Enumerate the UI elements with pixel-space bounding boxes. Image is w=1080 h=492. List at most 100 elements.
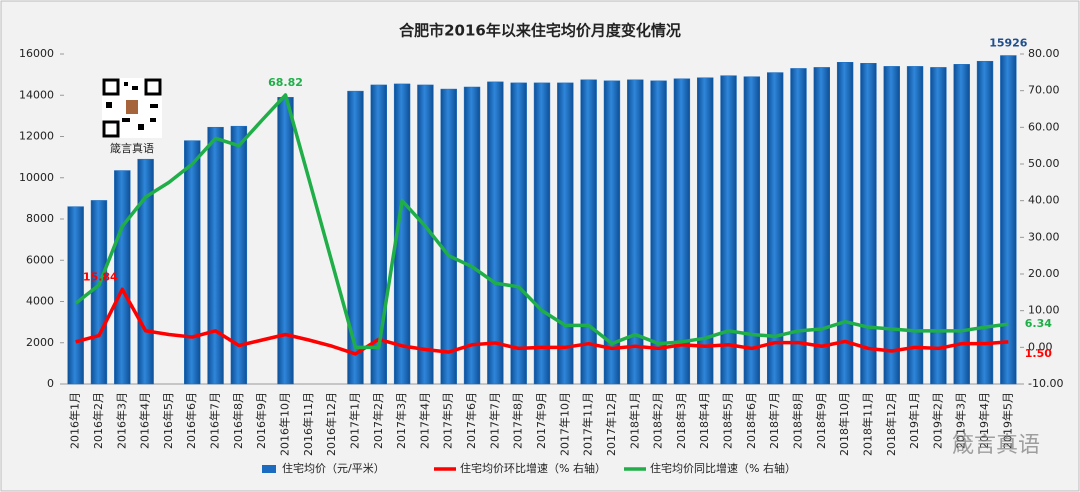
y-tick-label: 6000: [26, 253, 54, 266]
y2-tick-label: 80.00: [1028, 47, 1060, 60]
y-tick-label: 14000: [19, 88, 54, 101]
bar: [207, 126, 224, 385]
bar: [603, 80, 621, 385]
bar: [487, 81, 504, 385]
bar: [766, 72, 784, 385]
x-tick-label: 2016年8月: [231, 392, 245, 449]
x-tick-label: 2016年5月: [161, 392, 175, 449]
line: [75, 287, 1009, 356]
x-tick-label: 2016年9月: [254, 392, 268, 449]
data-label: 68.82: [268, 76, 303, 89]
bar: [627, 79, 644, 385]
x-tick-label: 2016年3月: [114, 392, 128, 449]
x-tick-label: 2017年2月: [371, 392, 385, 449]
bar: [813, 67, 830, 385]
bar: [930, 67, 947, 385]
x-tick-label: 2016年12月: [324, 392, 338, 456]
bar: [90, 200, 108, 385]
y-tick-label: 2000: [26, 336, 54, 349]
x-tick-label: 2016年2月: [91, 392, 105, 449]
x-tick-label: 2018年12月: [884, 392, 898, 456]
line: [74, 93, 1009, 350]
x-tick-label: 2016年10月: [278, 392, 292, 456]
x-tick-label: 2016年6月: [184, 392, 198, 449]
y-tick-label: 16000: [19, 47, 54, 60]
x-tick-label: 2018年10月: [837, 392, 851, 456]
bar: [137, 158, 154, 385]
x-tick-label: 2016年7月: [208, 392, 222, 449]
bar: [953, 64, 970, 385]
x-tick-label: 2017年1月: [347, 392, 361, 449]
x-tick-label: 2018年1月: [627, 392, 641, 449]
y2-tick-label: 70.00: [1028, 84, 1060, 97]
x-tick-label: 2016年4月: [138, 392, 152, 449]
x-tick-label: 2018年7月: [767, 392, 781, 449]
chart-title: 合肥市2016年以来住宅均价月度变化情况: [398, 22, 681, 40]
bar: [1000, 55, 1017, 385]
legend-label: 住宅均价（元/平米）: [282, 461, 385, 475]
bar: [277, 97, 294, 385]
bar: [393, 83, 411, 385]
bar: [720, 75, 737, 385]
legend-swatch: [262, 465, 276, 473]
x-tick-label: 2019年4月: [977, 392, 991, 449]
x-tick-label: 2017年5月: [441, 392, 455, 449]
bar: [533, 82, 551, 385]
x-tick-label: 2018年3月: [674, 392, 688, 449]
x-tick-label: 2017年4月: [417, 392, 431, 449]
bar: [580, 79, 597, 385]
y2-tick-label: 30.00: [1028, 230, 1060, 243]
bar: [370, 84, 387, 385]
bar: [184, 140, 201, 385]
bar: [790, 68, 807, 385]
x-tick-label: 2019年5月: [1000, 392, 1014, 449]
bar: [906, 66, 924, 385]
y-tick-label: 10000: [19, 171, 54, 184]
bar: [976, 60, 994, 385]
y-tick-label: 4000: [26, 295, 54, 308]
y2-tick-label: 20.00: [1028, 267, 1060, 280]
x-tick-label: 2018年6月: [744, 392, 758, 449]
data-label: 1.50: [1025, 347, 1052, 360]
y-tick-label: 8000: [26, 212, 54, 225]
y2-tick-label: 10.00: [1028, 304, 1060, 317]
bar: [463, 86, 481, 385]
x-tick-label: 2018年8月: [790, 392, 804, 449]
x-tick-label: 2019年2月: [930, 392, 944, 449]
y2-tick-label: 40.00: [1028, 194, 1060, 207]
x-tick-label: 2017年7月: [487, 392, 501, 449]
data-label: 6.34: [1025, 317, 1052, 330]
bar: [860, 63, 877, 385]
x-tick-label: 2018年2月: [651, 392, 665, 449]
bar: [67, 206, 84, 385]
bar: [557, 82, 574, 385]
x-tick-label: 2017年12月: [604, 392, 618, 456]
bar: [673, 78, 691, 385]
qr-code: [102, 78, 162, 138]
y2-tick-label: 0.00: [1028, 340, 1053, 353]
bar: [743, 76, 761, 385]
x-tick-label: 2017年3月: [394, 392, 408, 449]
watermark: 箴言真语: [952, 433, 1040, 458]
x-tick-label: 2017年6月: [464, 392, 478, 449]
bar: [883, 66, 900, 385]
y2-tick-label: 50.00: [1028, 157, 1060, 170]
bar: [510, 82, 527, 385]
x-tick-label: 2019年3月: [954, 392, 968, 449]
y2-tick-label: -10.00: [1028, 377, 1063, 390]
x-tick-label: 2018年11月: [860, 392, 874, 456]
bar: [836, 62, 854, 385]
bar: [440, 88, 457, 385]
bar: [230, 125, 248, 385]
data-label: 15926: [989, 37, 1028, 50]
bar: [697, 77, 714, 385]
x-tick-label: 2017年8月: [511, 392, 525, 449]
legend-label: 住宅均价同比增速（% 右轴）: [650, 461, 796, 475]
data-label: 15.84: [83, 270, 118, 283]
x-tick-label: 2018年5月: [721, 392, 735, 449]
y2-tick-label: 60.00: [1028, 120, 1060, 133]
x-tick-label: 2017年11月: [581, 392, 595, 456]
x-tick-label: 2016年11月: [301, 392, 315, 456]
x-tick-label: 2017年9月: [534, 392, 548, 449]
